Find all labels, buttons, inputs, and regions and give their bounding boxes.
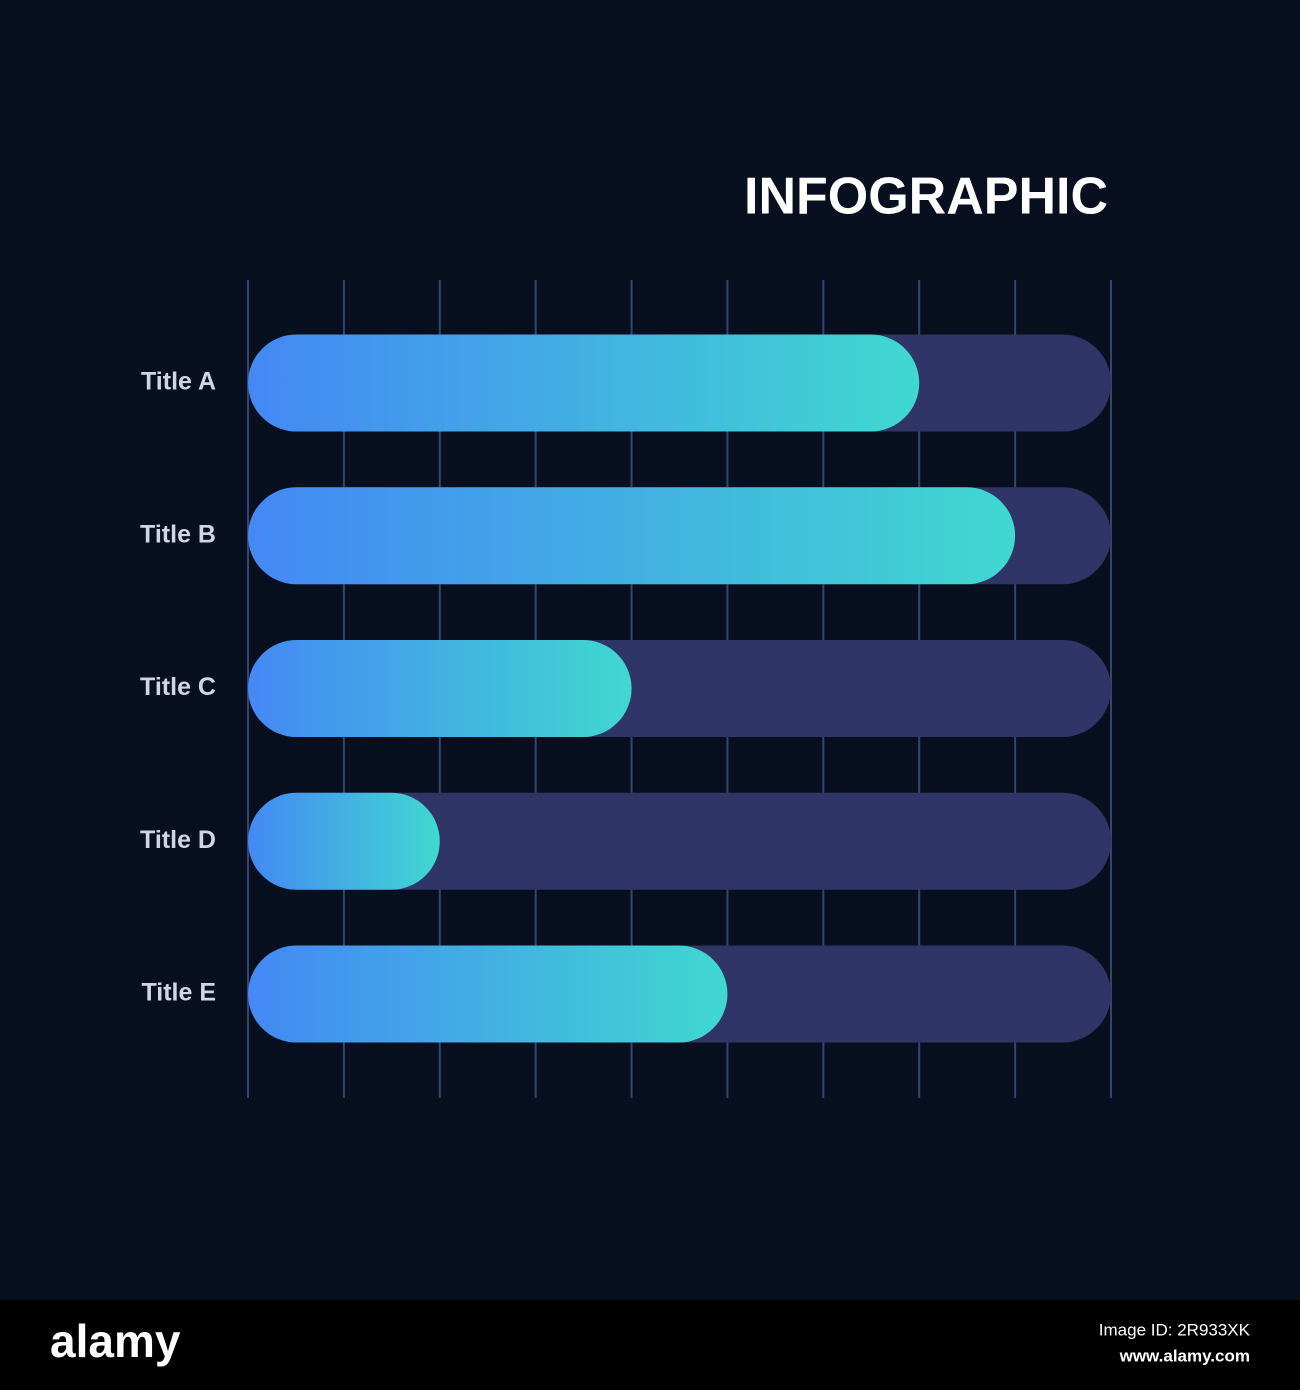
footer-bar	[0, 1300, 1300, 1390]
footer-url: www.alamy.com	[1119, 1346, 1250, 1365]
footer-image-id: Image ID: 2R933XK	[1099, 1320, 1251, 1339]
chart-title: INFOGRAPHIC	[744, 168, 1108, 226]
bar	[248, 640, 632, 737]
bar	[248, 945, 728, 1043]
bar	[248, 792, 440, 890]
y-tick-label: Title E	[141, 979, 216, 1007]
y-tick-label: Title A	[141, 368, 216, 396]
y-tick-label: Title B	[140, 520, 216, 548]
bar	[248, 487, 1016, 585]
footer-brand: alamy	[50, 1315, 181, 1367]
bar	[248, 334, 920, 432]
y-tick-label: Title D	[140, 826, 216, 854]
y-tick-label: Title C	[140, 673, 216, 701]
bars: Title A Title B Title C Title D Title E	[140, 334, 1111, 1043]
bar-track	[248, 792, 1111, 890]
